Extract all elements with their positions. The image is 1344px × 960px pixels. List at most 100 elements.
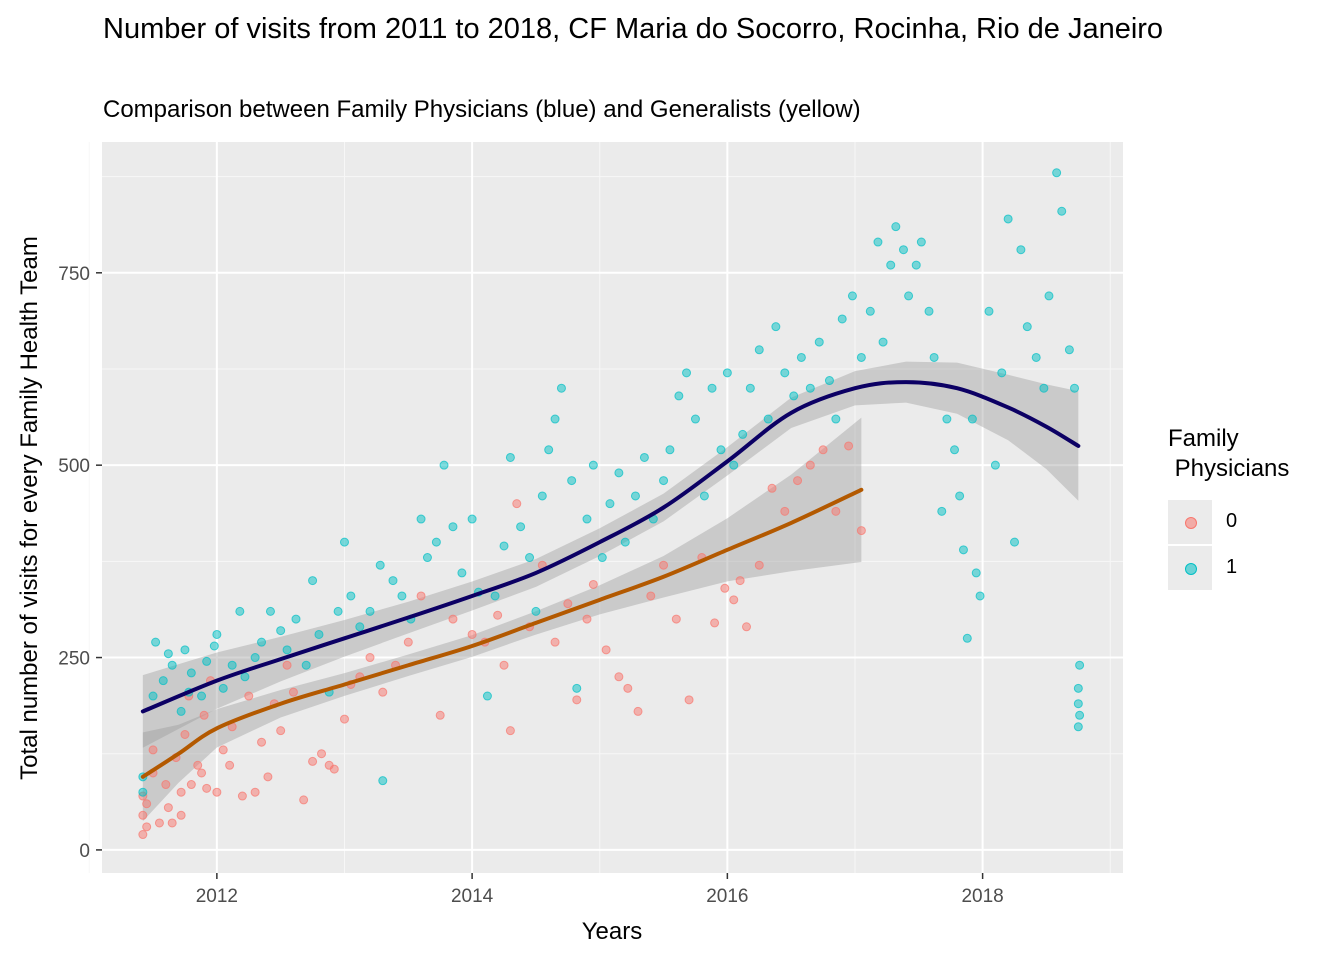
y-tick-label-0: 0 bbox=[79, 841, 90, 862]
point-0-62 bbox=[588, 579, 598, 589]
point-0-37 bbox=[317, 749, 327, 759]
point-1-31 bbox=[346, 591, 356, 601]
point-1-54 bbox=[537, 491, 547, 501]
point-0-77 bbox=[754, 560, 764, 570]
point-1-5 bbox=[163, 649, 173, 659]
point-1-107 bbox=[950, 445, 960, 455]
point-1-74 bbox=[699, 491, 709, 501]
point-0-36 bbox=[308, 756, 318, 766]
point-1-36 bbox=[388, 576, 398, 586]
point-1-78 bbox=[729, 460, 739, 470]
point-0-48 bbox=[435, 710, 445, 720]
point-1-18 bbox=[240, 672, 250, 682]
point-0-43 bbox=[365, 653, 375, 663]
legend-key-0 bbox=[1168, 500, 1212, 544]
point-1-69 bbox=[659, 476, 669, 486]
point-1-101 bbox=[911, 260, 921, 270]
point-0-66 bbox=[633, 706, 643, 716]
x-tick-label-0: 2012 bbox=[196, 886, 238, 907]
point-0-64 bbox=[614, 672, 624, 682]
point-0-18 bbox=[197, 768, 207, 778]
point-1-79 bbox=[738, 429, 748, 439]
point-1-70 bbox=[665, 445, 675, 455]
point-0-9 bbox=[163, 803, 173, 813]
point-0-10 bbox=[167, 818, 177, 828]
point-0-49 bbox=[448, 614, 458, 624]
point-1-75 bbox=[707, 383, 717, 393]
point-0-0 bbox=[138, 830, 148, 840]
point-1-99 bbox=[898, 245, 908, 255]
point-1-73 bbox=[690, 414, 700, 424]
confidence-band-1 bbox=[142, 361, 1079, 748]
point-1-131 bbox=[1075, 660, 1085, 670]
point-1-88 bbox=[814, 337, 824, 347]
point-0-72 bbox=[710, 618, 720, 628]
point-1-84 bbox=[780, 368, 790, 378]
point-0-3 bbox=[142, 822, 152, 832]
point-1-86 bbox=[796, 352, 806, 362]
point-0-17 bbox=[193, 760, 203, 770]
point-0-28 bbox=[250, 787, 260, 797]
point-0-29 bbox=[257, 737, 267, 747]
point-1-93 bbox=[856, 352, 866, 362]
point-1-80 bbox=[745, 383, 755, 393]
point-0-40 bbox=[339, 714, 349, 724]
point-1-124 bbox=[1052, 168, 1062, 178]
point-1-14 bbox=[212, 629, 222, 639]
point-1-77 bbox=[722, 368, 732, 378]
point-0-75 bbox=[735, 576, 745, 586]
point-0-63 bbox=[601, 645, 611, 655]
point-1-52 bbox=[525, 553, 535, 563]
point-1-55 bbox=[544, 445, 554, 455]
point-1-40 bbox=[422, 553, 432, 563]
point-1-92 bbox=[847, 291, 857, 301]
point-1-106 bbox=[942, 414, 952, 424]
point-1-85 bbox=[789, 391, 799, 401]
legend-dot-0 bbox=[1185, 517, 1197, 529]
point-0-85 bbox=[856, 526, 866, 536]
point-1-25 bbox=[301, 660, 311, 670]
point-1-51 bbox=[516, 522, 526, 532]
point-0-30 bbox=[263, 772, 273, 782]
point-1-11 bbox=[197, 691, 207, 701]
point-1-72 bbox=[682, 368, 692, 378]
major-gridlines bbox=[102, 142, 1123, 873]
point-1-12 bbox=[202, 656, 212, 666]
point-1-97 bbox=[886, 260, 896, 270]
point-1-57 bbox=[556, 383, 566, 393]
point-0-6 bbox=[148, 745, 158, 755]
point-1-87 bbox=[805, 383, 815, 393]
point-1-41 bbox=[431, 537, 441, 547]
point-1-33 bbox=[365, 606, 375, 616]
point-1-47 bbox=[482, 691, 492, 701]
point-1-114 bbox=[984, 306, 994, 316]
point-1-17 bbox=[235, 606, 245, 616]
x-tick-label-2: 2016 bbox=[706, 886, 748, 907]
point-1-121 bbox=[1031, 352, 1041, 362]
point-0-47 bbox=[416, 591, 426, 601]
point-1-10 bbox=[186, 668, 196, 678]
chart-title: Number of visits from 2011 to 2018, CF M… bbox=[103, 13, 1164, 45]
point-1-26 bbox=[308, 576, 318, 586]
plot-panel bbox=[102, 142, 1123, 873]
point-1-112 bbox=[971, 568, 981, 578]
point-1-65 bbox=[620, 537, 630, 547]
point-1-60 bbox=[582, 514, 592, 524]
point-1-110 bbox=[962, 633, 972, 643]
point-0-53 bbox=[499, 660, 509, 670]
x-tick-label-1: 2014 bbox=[451, 886, 494, 907]
point-1-53 bbox=[531, 606, 541, 616]
point-1-117 bbox=[1003, 214, 1013, 224]
point-0-7 bbox=[154, 818, 164, 828]
point-1-20 bbox=[257, 637, 267, 647]
point-1-116 bbox=[997, 368, 1007, 378]
point-0-12 bbox=[176, 787, 186, 797]
point-0-54 bbox=[505, 726, 515, 736]
point-0-84 bbox=[844, 441, 854, 451]
point-0-70 bbox=[684, 695, 694, 705]
point-1-66 bbox=[630, 491, 640, 501]
point-1-95 bbox=[873, 237, 883, 247]
point-1-123 bbox=[1044, 291, 1054, 301]
point-1-43 bbox=[448, 522, 458, 532]
point-0-81 bbox=[805, 460, 815, 470]
